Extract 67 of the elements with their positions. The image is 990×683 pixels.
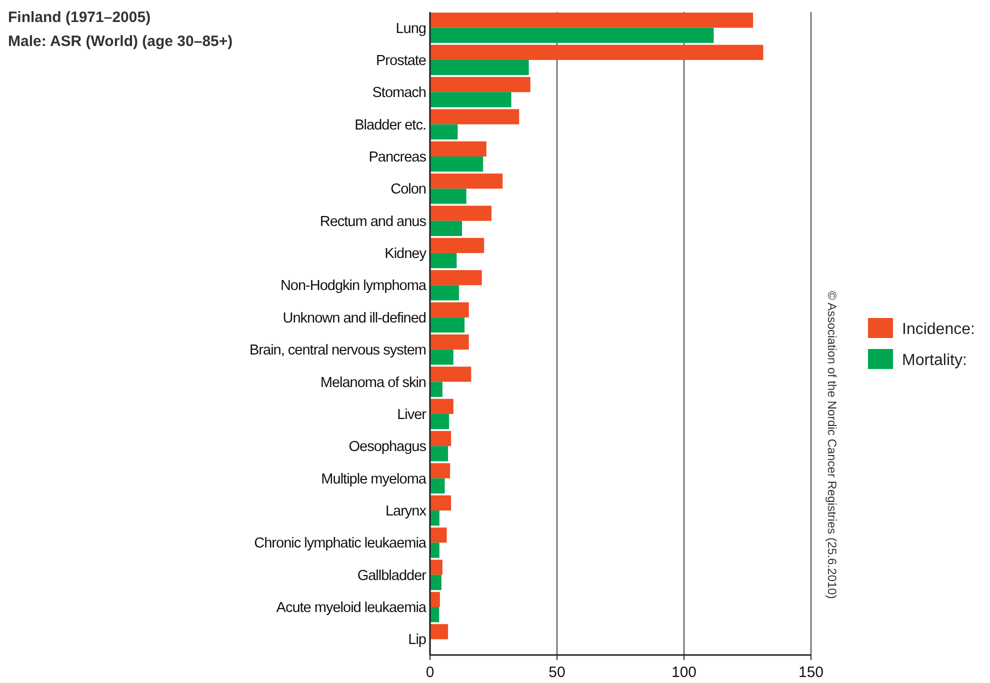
x-tick-label: 50 [548,664,566,681]
y-tick-label: Oesophagus [348,439,426,456]
bar [430,542,440,558]
bar [430,285,459,300]
y-tick-label: Acute myeloid leukaemia [276,600,428,616]
bar [430,253,457,268]
bar [430,592,440,608]
bar [430,188,466,204]
y-tick-label: Non-Hodgkin lymphoma [280,278,428,294]
bar [430,60,529,76]
bar [430,28,714,43]
y-tick-label: Stomach [372,85,426,102]
y-tick-label: Larynx [385,504,428,520]
x-tick-label: 100 [671,664,697,681]
y-tick-label: Liver [397,406,427,423]
bar [430,270,482,286]
y-tick-label: Pancreas [368,150,426,166]
bar [430,124,458,140]
bar [430,317,465,333]
x-tick-label: 0 [426,664,434,681]
bar [430,92,512,108]
bar [430,44,764,60]
legend-label: Mortality: [902,352,967,369]
text: © Association of the Nordic Cancer Registries (25.6.2010) [825,291,839,599]
bar [430,206,492,221]
y-tick-label: Prostate [376,52,426,69]
bar [430,109,520,124]
bar [430,334,469,350]
bar [430,12,754,28]
bar [430,624,448,640]
bar [430,478,445,494]
y-tick-label: Lung [396,20,426,37]
bar [430,574,442,590]
bar [430,77,530,92]
y-tick-label: Unknown and ill-defined [282,310,426,326]
text: Finland (1971–2005) [8,9,151,26]
bar [430,414,450,430]
y-tick-label: Brain, central nervous system [250,342,426,359]
bar [430,174,503,189]
y-tick-label: Chronic lymphatic leukaemia [254,536,428,552]
y-tick-label: Gallbladder [357,568,427,584]
bar [430,366,472,382]
x-tick-label: 150 [798,664,824,681]
bar [430,302,469,318]
bar [430,446,448,462]
text: Male: ASR (World) (age 30–85+) [8,33,233,50]
bar [430,350,454,365]
bar [430,528,447,543]
bar [430,156,484,172]
bar [430,431,452,446]
bar [430,463,450,478]
y-tick-label: Multiple myeloma [321,471,428,488]
bar [430,510,440,526]
bar [430,398,454,414]
y-tick-label: Rectum and anus [320,214,426,230]
bar [430,382,442,397]
y-tick-label: Kidney [384,246,428,262]
legend-label: Incidence: [902,321,975,338]
y-tick-label: Lip [408,632,426,648]
y-tick-label: Bladder etc. [354,117,426,134]
y-tick-label: Colon [390,182,426,198]
bar [430,238,484,254]
bar [430,141,486,156]
bar [430,220,462,236]
bar [430,560,442,575]
bar [430,495,452,510]
y-tick-label: Melanoma of skin [320,374,426,391]
